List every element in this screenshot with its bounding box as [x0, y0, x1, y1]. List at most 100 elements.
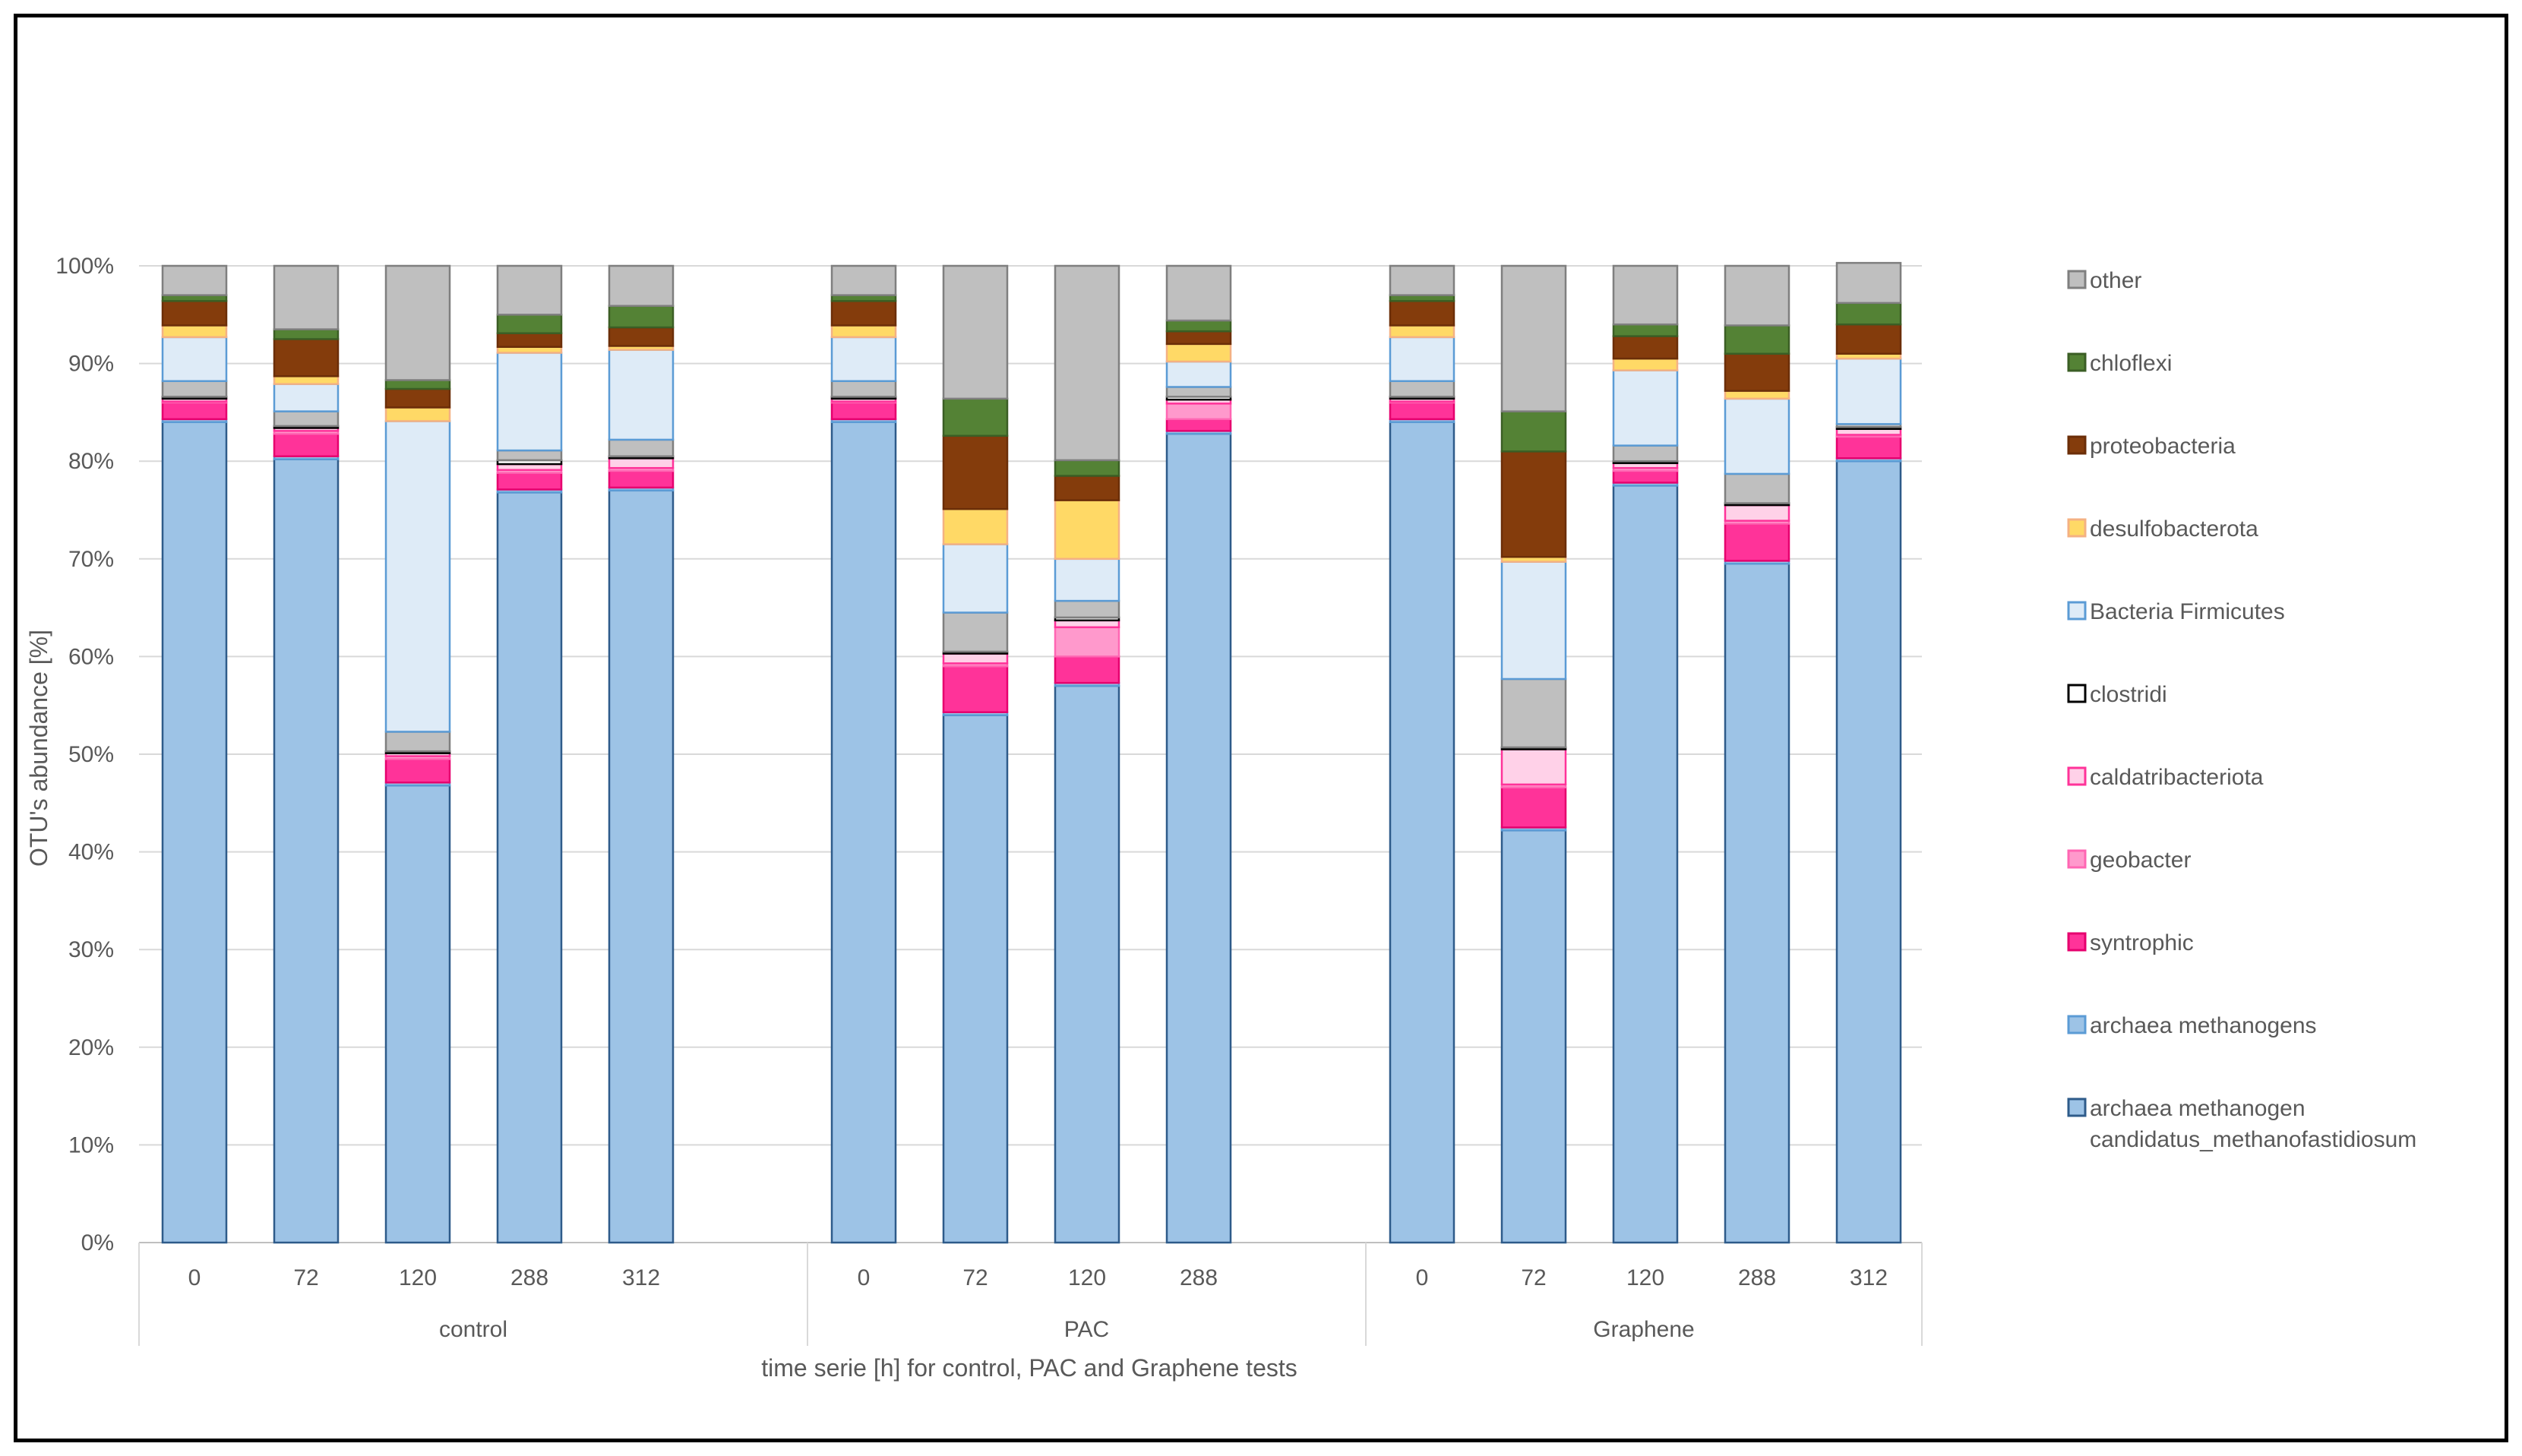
- y-axis-title: OTU's abundance [%]: [25, 630, 52, 867]
- bar-segment-other-low: [830, 380, 897, 398]
- bar-segment-bacteria-firmicutes: [384, 420, 451, 733]
- bar-segment-desulfobacterota: [161, 324, 228, 339]
- bar-segment-proteobacteria: [1054, 475, 1120, 501]
- x-tick-label: 72: [962, 1265, 988, 1290]
- bar-segment-other: [1054, 264, 1120, 462]
- bar-segment-bacteria-firmicutes: [273, 383, 340, 412]
- x-tick-label: 288: [1180, 1265, 1218, 1290]
- x-tick-label: 288: [510, 1265, 548, 1290]
- bar-segment-chloflexi: [942, 397, 1009, 437]
- bar-segment-syntrophic: [1054, 655, 1120, 684]
- bar-segment-syntrophic: [496, 472, 563, 491]
- bar-segment-geobacter: [1054, 626, 1120, 658]
- bar-segment-other: [273, 264, 340, 330]
- bar-segment-other-low: [942, 611, 1009, 653]
- bar-segment-proteobacteria: [1389, 300, 1455, 327]
- bar-segment-syntrophic: [1389, 401, 1455, 421]
- bar-segment-proteobacteria: [1500, 450, 1567, 558]
- bar-segment-caldatribacteriota: [942, 652, 1009, 665]
- legend-label: chloflexi: [2090, 351, 2172, 376]
- bar-segment-archaea-methanogen-candidatus-methanofastidiosum: [608, 489, 675, 1244]
- group-label: control: [439, 1317, 507, 1342]
- bar-segment-bacteria-firmicutes: [830, 336, 897, 382]
- legend-label: desulfobacterota: [2090, 516, 2258, 542]
- bar-segment-desulfobacterota: [1054, 499, 1120, 561]
- bar-segment-syntrophic: [161, 401, 228, 421]
- bar-segment-other: [1835, 261, 1902, 305]
- bar-segment-syntrophic: [1612, 469, 1679, 484]
- bar-segment-proteobacteria: [496, 332, 563, 348]
- bar-segment-proteobacteria: [1835, 323, 1902, 355]
- bar-segment-other-low: [384, 731, 451, 753]
- legend-swatch: [2067, 1098, 2087, 1117]
- legend-label: archaea methanogen: [2090, 1096, 2306, 1121]
- bar-segment-archaea-methanogen-candidatus-methanofastidiosum: [1500, 829, 1567, 1244]
- bar-segment-bacteria-firmicutes: [1612, 369, 1679, 447]
- bar-segment-other: [1389, 264, 1455, 296]
- bar-segment-proteobacteria: [161, 300, 228, 327]
- bar-segment-desulfobacterota: [1724, 390, 1790, 400]
- bar-segment-chloflexi: [1612, 323, 1679, 337]
- y-tick-label: 90%: [68, 352, 114, 377]
- bar-segment-other: [1165, 264, 1232, 322]
- x-tick-label: 288: [1738, 1265, 1776, 1290]
- bar-segment-other-low: [161, 380, 228, 398]
- y-tick-label: 100%: [55, 254, 114, 279]
- bar-segment-chloflexi: [273, 328, 340, 340]
- x-axis-title: time serie [h] for control, PAC and Grap…: [761, 1354, 1297, 1382]
- bar-segment-archaea-methanogen-candidatus-methanofastidiosum: [1389, 421, 1455, 1244]
- bar-segment-bacteria-firmicutes: [1724, 397, 1790, 475]
- legend-label: caldatribacteriota: [2090, 765, 2264, 790]
- y-tick-label: 60%: [68, 644, 114, 669]
- bar-segment-other: [161, 264, 228, 296]
- bar-segment-desulfobacterota: [830, 324, 897, 339]
- bar-segment-archaea-methanogen-candidatus-methanofastidiosum: [1612, 485, 1679, 1244]
- bar-segment-syntrophic: [1165, 418, 1232, 432]
- legend-swatch: [2067, 932, 2087, 952]
- legend-swatch: [2067, 766, 2087, 786]
- bar-segment-syntrophic: [1724, 523, 1790, 562]
- bar-segment-other: [942, 264, 1009, 400]
- y-tick-label: 10%: [68, 1132, 114, 1158]
- bar-segment-proteobacteria: [1724, 352, 1790, 392]
- bar-segment-proteobacteria: [273, 338, 340, 377]
- y-tick-label: 20%: [68, 1035, 114, 1060]
- bar-segment-desulfobacterota: [942, 507, 1009, 545]
- legend-swatch: [2067, 270, 2087, 289]
- bar-segment-caldatribacteriota: [1500, 748, 1567, 786]
- bar-segment-chloflexi: [608, 305, 675, 329]
- bar-segment-archaea-methanogen-candidatus-methanofastidiosum: [161, 421, 228, 1244]
- bar-segment-bacteria-firmicutes: [1054, 557, 1120, 602]
- legend-label: archaea methanogens: [2090, 1013, 2317, 1038]
- bars: [161, 261, 1902, 1244]
- bar-segment-chloflexi: [1500, 410, 1567, 453]
- group-label: PAC: [1064, 1317, 1109, 1342]
- y-tick-label: 50%: [68, 742, 114, 767]
- bar-segment-desulfobacterota: [1612, 357, 1679, 371]
- legend-swatch: [2067, 518, 2087, 538]
- bar-segment-desulfobacterota: [273, 375, 340, 385]
- bar-segment-archaea-methanogen-candidatus-methanofastidiosum: [1054, 684, 1120, 1244]
- bar-segment-syntrophic: [608, 469, 675, 489]
- bar-segment-archaea-methanogen-candidatus-methanofastidiosum: [942, 714, 1009, 1244]
- y-tick-label: 0%: [81, 1230, 114, 1255]
- x-tick-label: 0: [1416, 1265, 1429, 1290]
- axes: 0% 10% 20% 30% 40% 50% 60% 70% 80% 90% 100% 0 72 120 2…: [55, 254, 1923, 1346]
- bar-segment-other-low: [496, 449, 563, 462]
- legend-swatch: [2067, 352, 2087, 372]
- legend-swatch: [2067, 435, 2087, 455]
- bar-segment-proteobacteria: [1165, 330, 1232, 346]
- bar-segment-archaea-methanogen-candidatus-methanofastidiosum: [496, 491, 563, 1244]
- bar-segment-chloflexi: [1724, 324, 1790, 355]
- bar-segment-chloflexi: [384, 379, 451, 390]
- legend-swatch: [2067, 601, 2087, 621]
- bar-segment-desulfobacterota: [1389, 324, 1455, 339]
- x-tick-label: 312: [622, 1265, 660, 1290]
- bar-segment-other-low: [1612, 444, 1679, 463]
- x-tick-label: 0: [858, 1265, 871, 1290]
- legend-swatch: [2067, 849, 2087, 869]
- bar-segment-syntrophic: [273, 432, 340, 458]
- bar-segment-syntrophic: [1835, 435, 1902, 460]
- x-tick-label: 312: [1850, 1265, 1888, 1290]
- y-tick-label: 30%: [68, 937, 114, 962]
